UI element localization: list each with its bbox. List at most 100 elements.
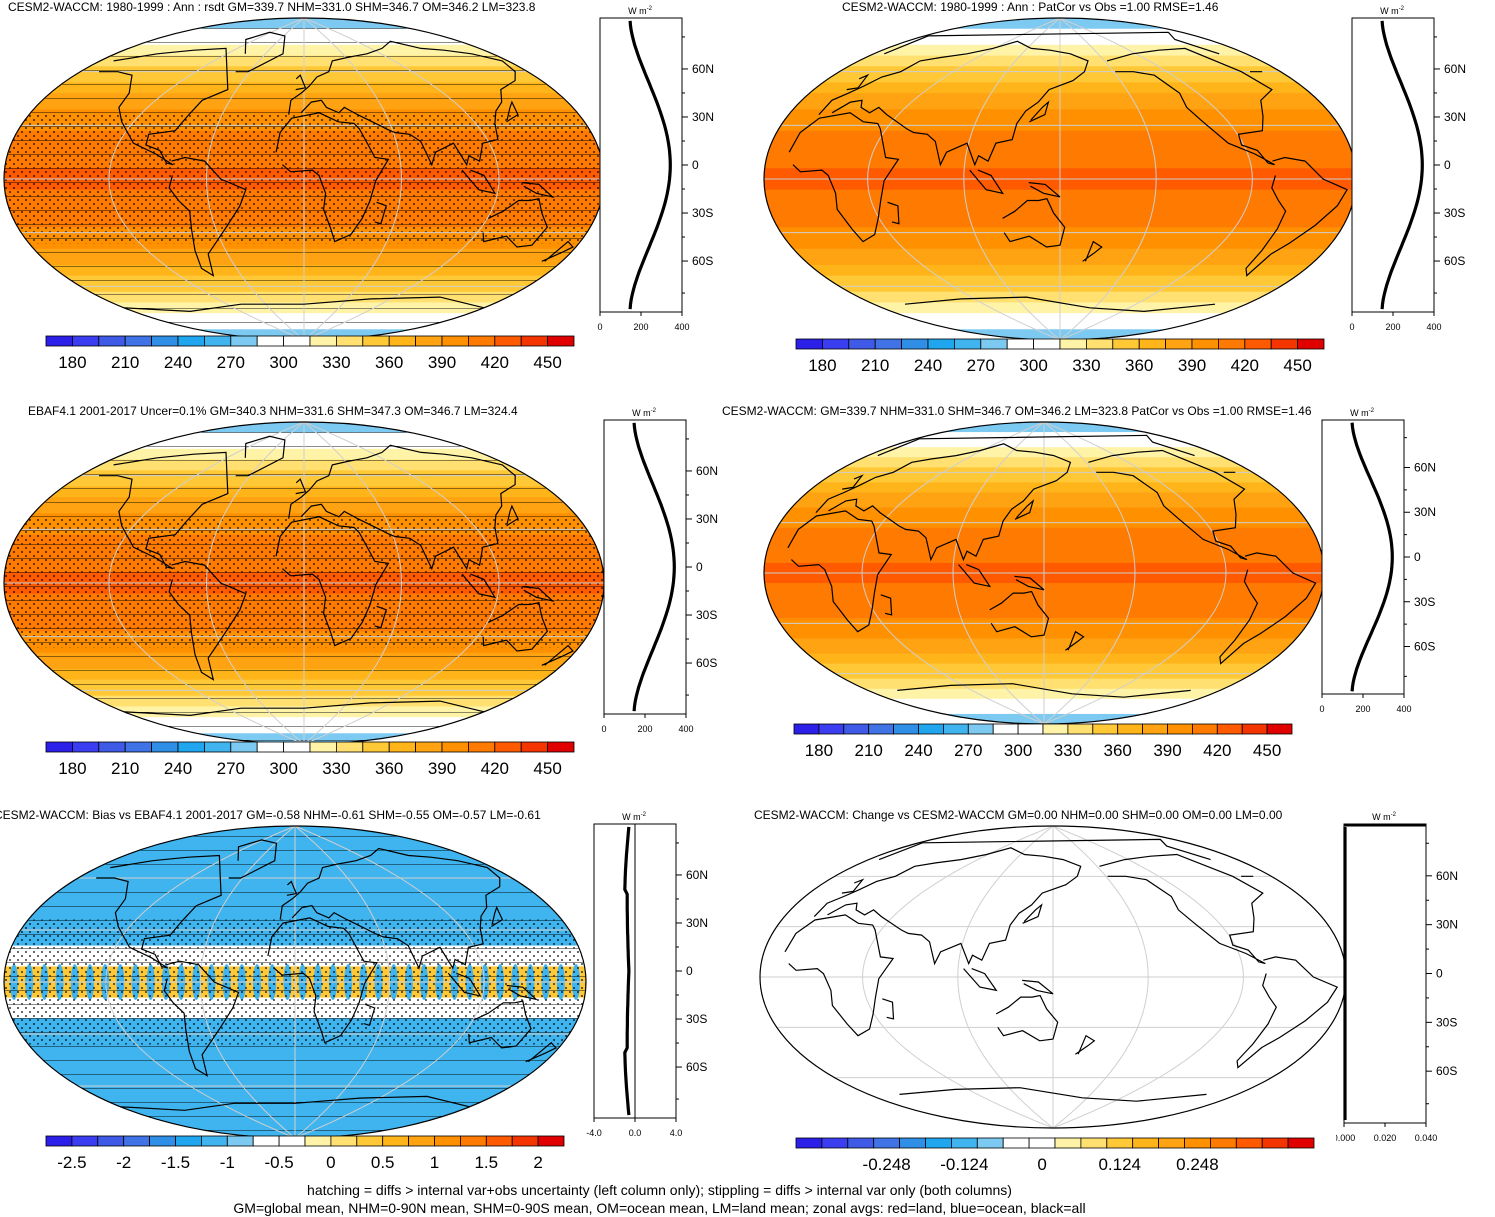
graticule — [764, 422, 1324, 724]
colorbar-swatch — [124, 335, 152, 347]
colorbar-swatch — [537, 1135, 565, 1147]
colorbar-swatch — [362, 741, 390, 753]
panel-title: CESM2-WACCM: Change vs CESM2-WACCM GM=0.… — [754, 808, 1283, 822]
zonal-mean-change: W m-2 60N 30N 0 30S 60S 0.000 0.020 0.040 — [1336, 812, 1458, 1143]
coastline — [958, 564, 992, 588]
coastline — [374, 605, 387, 629]
colorbar-label: 180 — [808, 356, 836, 375]
zonal-lat-label: 0 — [1436, 967, 1443, 981]
colorbar-label: 270 — [967, 356, 995, 375]
colorbar-swatch — [45, 1135, 73, 1147]
colorbar-label: 210 — [111, 759, 139, 778]
colorbar-swatch — [335, 741, 364, 753]
map-model-vs-obs — [763, 17, 1357, 341]
colorbar-swatch — [1165, 338, 1193, 350]
colorbar-label: 240 — [164, 759, 192, 778]
coastline — [1014, 575, 1045, 591]
colorbar-swatch — [200, 1135, 228, 1147]
colorbar-swatch — [175, 1135, 202, 1147]
coastline — [899, 1087, 1207, 1102]
colorbar-swatch — [335, 335, 364, 347]
coastline — [123, 296, 485, 313]
zonal-lat-label: 30N — [1436, 918, 1458, 932]
colorbar-swatch — [304, 1135, 332, 1147]
graticule — [760, 826, 1346, 1128]
colorbar-label: 420 — [481, 759, 509, 778]
map-change — [759, 825, 1347, 1129]
zonal-lat-label: 30S — [1414, 595, 1435, 609]
coastline — [877, 434, 1236, 473]
coastline — [374, 201, 387, 225]
colorbar-label: 390 — [1153, 741, 1181, 760]
colorbar-swatch — [874, 338, 902, 350]
zonal-curve — [1380, 20, 1424, 310]
zonal-mean-model-pacific: W m-2 60N 30N 0 30S 60S 0 200 400 — [1319, 408, 1436, 714]
coastlines — [99, 435, 574, 717]
coastline — [813, 847, 1082, 966]
colorbar-swatch — [1235, 1137, 1263, 1149]
coastline — [1075, 1034, 1096, 1055]
coastline — [525, 1041, 557, 1063]
colorbar-label: 2 — [533, 1153, 542, 1172]
colorbar-label: 330 — [1072, 356, 1100, 375]
zonal-x-tick: -4.0 — [586, 1128, 602, 1138]
colorbar-swatch — [1266, 723, 1293, 735]
colorbar-swatch — [1006, 338, 1034, 350]
colorbar-swatch — [992, 723, 1019, 735]
coastline — [288, 444, 516, 571]
coastline — [447, 972, 482, 997]
panel-obs: EBAF4.1 2001-2017 Uncer=0.1% GM=340.3 NH… — [0, 404, 745, 784]
zonal-mean-obs: W m-2 60N 30N 0 30S 60S 0 200 400 — [601, 408, 718, 734]
zonal-units: W m-2 — [1380, 6, 1404, 16]
zonal-lat-label: 30S — [696, 608, 717, 622]
zonal-x-tick: 0.040 — [1415, 1133, 1438, 1143]
coastline — [461, 169, 497, 195]
colorbar-label: 390 — [1178, 356, 1206, 375]
colorbar-label: 270 — [217, 353, 245, 370]
colorbar-label: 330 — [1054, 741, 1082, 760]
coastline — [363, 1003, 376, 1027]
colorbar-swatch — [1059, 338, 1087, 350]
colorbar-label: 180 — [805, 741, 833, 760]
coastline — [279, 847, 501, 970]
colorbar-swatch — [848, 338, 876, 350]
colorbar-swatch — [950, 1137, 978, 1149]
zonal-frame — [1343, 823, 1427, 1124]
zonal-lat-label: 30S — [686, 1012, 707, 1026]
colorbar-label: 300 — [269, 353, 297, 370]
colorbar-swatch — [151, 335, 179, 347]
coastline — [163, 960, 240, 1077]
panel-change: CESM2-WACCM: Change vs CESM2-WACCM GM=0.… — [750, 808, 1495, 1178]
colorbar-swatch — [459, 1135, 487, 1147]
colorbar-swatch — [226, 1135, 254, 1147]
colorbar-swatch — [45, 741, 73, 753]
colorbar-swatch — [388, 741, 417, 753]
colorbar-label: 450 — [533, 759, 561, 778]
colorbar-swatch — [1158, 1137, 1185, 1149]
colorbar-label: 360 — [1125, 356, 1153, 375]
colorbar-swatch — [1033, 338, 1061, 350]
zonal-curve — [623, 826, 631, 1116]
zonal-lat-label: 60N — [686, 868, 708, 882]
colorbar-swatch — [1184, 1137, 1211, 1149]
zonal-lat-label: 60S — [1414, 640, 1435, 654]
colorbar-obs: 180210240270300330360390420450480 — [45, 741, 575, 778]
colorbar-label: -1 — [220, 1153, 235, 1172]
colorbar-swatch — [511, 1135, 539, 1147]
zonal-lat-label: 60N — [1436, 869, 1458, 883]
colorbar-label: 330 — [322, 759, 350, 778]
coastline — [275, 112, 390, 243]
colorbar-label: 240 — [904, 741, 932, 760]
colorbar-model-pacific: 180210240270300330360390420450480 — [793, 723, 1293, 760]
colorbar-label: 360 — [1104, 741, 1132, 760]
colorbar-label: 360 — [375, 353, 403, 370]
coastline — [235, 435, 286, 477]
zonal-units: W m-2 — [622, 812, 646, 822]
colorbar-swatch — [388, 335, 417, 347]
colorbar-swatch — [123, 1135, 150, 1147]
colorbar-swatch — [98, 741, 126, 753]
coastline — [541, 240, 574, 262]
zonal-units: W m-2 — [632, 408, 656, 418]
colorbar-swatch — [1287, 1137, 1315, 1149]
colorbar-label: 390 — [428, 759, 456, 778]
